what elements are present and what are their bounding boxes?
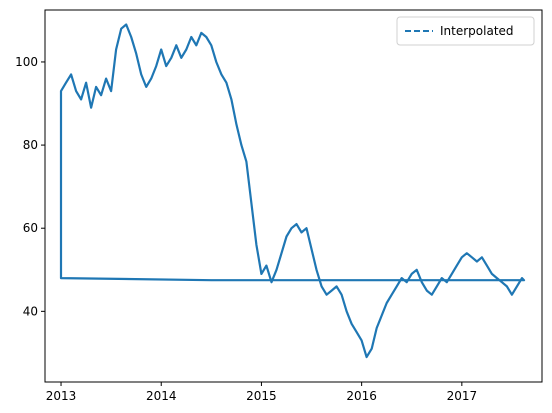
x-tick-label: 2017 — [447, 389, 478, 403]
series-layer — [59, 23, 526, 359]
y-axis: 40 60 80 100 — [15, 55, 45, 318]
axes-frame — [44, 9, 543, 383]
x-tick-label: 2014 — [146, 389, 177, 403]
x-axis: 2013 2014 2015 2016 2017 — [46, 382, 477, 403]
x-tick-label: 2013 — [46, 389, 77, 403]
y-tick-label: 60 — [23, 221, 38, 235]
y-tick-label: 80 — [23, 138, 38, 152]
legend-label: Interpolated — [440, 24, 514, 38]
series-line-0 — [59, 23, 526, 359]
x-tick-label: 2016 — [346, 389, 377, 403]
legend-box — [396, 16, 535, 46]
x-tick-label: 2015 — [246, 389, 277, 403]
y-tick-label: 40 — [23, 304, 38, 318]
legend: Interpolated — [396, 16, 535, 46]
y-tick-label: 100 — [15, 55, 38, 69]
